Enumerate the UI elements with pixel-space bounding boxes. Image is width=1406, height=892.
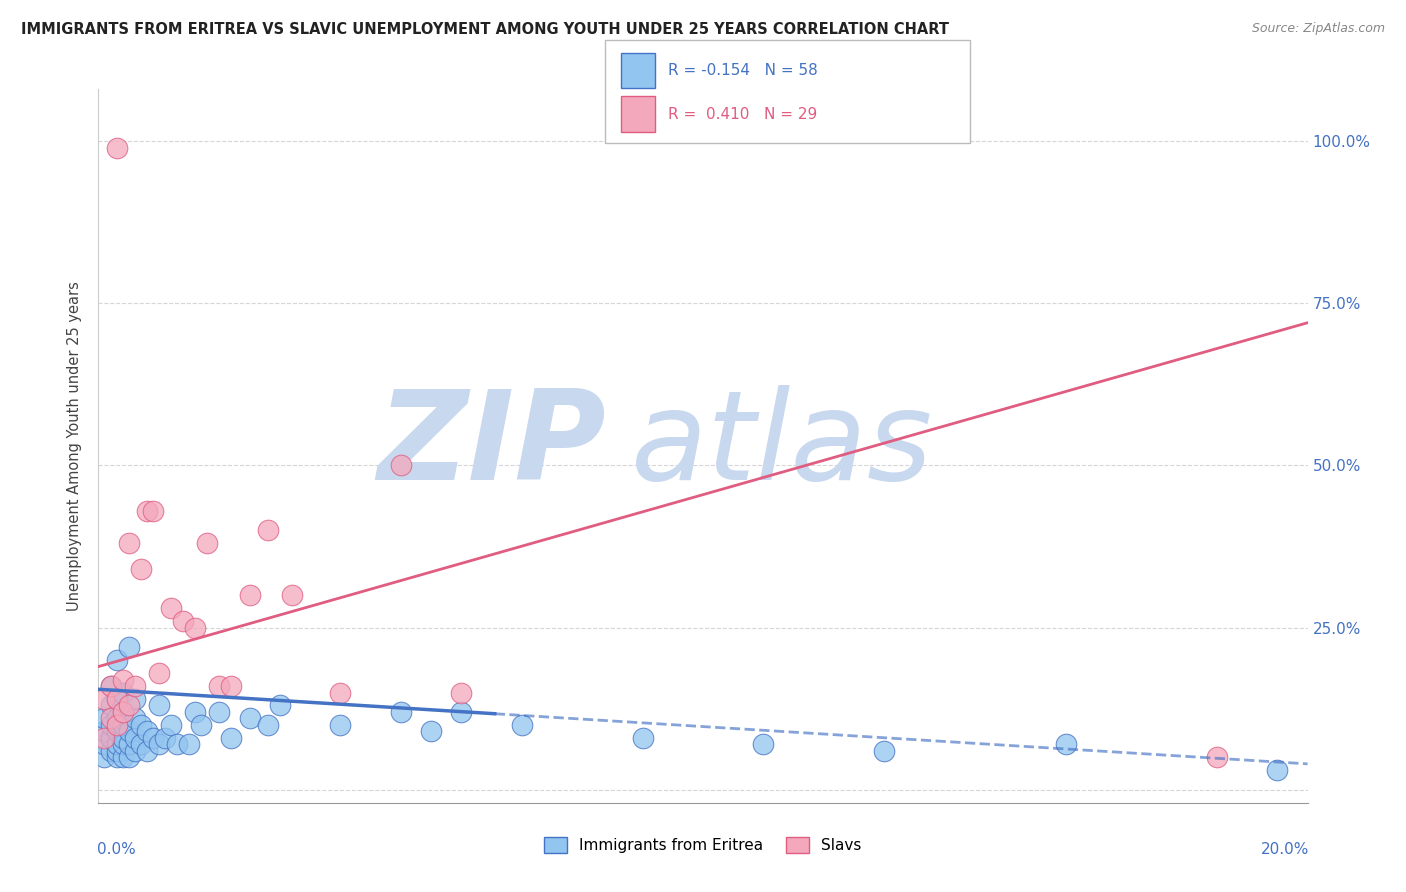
Point [221, 731, 243, 745]
Point [93, 731, 115, 745]
Point [1054, 738, 1077, 752]
Point [153, 731, 176, 745]
Point [93, 750, 115, 764]
Point [124, 744, 146, 758]
Point [105, 653, 128, 667]
Point [208, 679, 231, 693]
Point [389, 705, 412, 719]
Point [100, 731, 122, 745]
Point [118, 724, 141, 739]
Point [129, 738, 152, 752]
Text: 20.0%: 20.0% [1260, 842, 1309, 857]
Point [510, 718, 533, 732]
Point [111, 731, 134, 745]
Point [100, 679, 122, 693]
Point [118, 750, 141, 764]
Point [124, 731, 146, 745]
Text: 0.0%: 0.0% [97, 842, 136, 857]
Point [105, 750, 128, 764]
Point [118, 640, 141, 654]
Point [269, 698, 291, 713]
Point [135, 744, 157, 758]
Text: Source: ZipAtlas.com: Source: ZipAtlas.com [1251, 22, 1385, 36]
Point [135, 724, 157, 739]
Point [160, 718, 183, 732]
Point [142, 504, 165, 518]
Point [160, 601, 183, 615]
Point [631, 731, 654, 745]
Point [873, 744, 896, 758]
Point [129, 562, 152, 576]
Point [100, 711, 122, 725]
Point [450, 685, 472, 699]
Point [172, 614, 194, 628]
Point [256, 524, 278, 538]
Point [195, 536, 218, 550]
Point [1267, 764, 1289, 778]
Point [752, 738, 775, 752]
Point [389, 458, 412, 473]
Point [111, 705, 134, 719]
Point [208, 705, 231, 719]
Point [118, 536, 141, 550]
Point [111, 673, 134, 687]
Point [100, 698, 122, 713]
Point [93, 724, 115, 739]
Y-axis label: Unemployment Among Youth under 25 years: Unemployment Among Youth under 25 years [67, 281, 83, 611]
Point [239, 711, 262, 725]
Point [111, 705, 134, 719]
Point [329, 718, 352, 732]
Point [111, 750, 134, 764]
Point [148, 666, 170, 681]
Point [221, 679, 243, 693]
Text: R =  0.410   N = 29: R = 0.410 N = 29 [668, 107, 817, 121]
Point [148, 738, 170, 752]
Point [105, 711, 128, 725]
Point [111, 718, 134, 732]
Point [124, 692, 146, 706]
Point [111, 685, 134, 699]
Point [256, 718, 278, 732]
Point [105, 718, 128, 732]
Point [190, 718, 212, 732]
Point [124, 711, 146, 725]
Point [93, 738, 115, 752]
Point [100, 718, 122, 732]
Point [93, 711, 115, 725]
Legend: Immigrants from Eritrea, Slavs: Immigrants from Eritrea, Slavs [538, 831, 868, 859]
Point [124, 679, 146, 693]
Point [166, 738, 188, 752]
Point [179, 738, 201, 752]
Point [118, 698, 141, 713]
Text: IMMIGRANTS FROM ERITREA VS SLAVIC UNEMPLOYMENT AMONG YOUTH UNDER 25 YEARS CORREL: IMMIGRANTS FROM ERITREA VS SLAVIC UNEMPL… [21, 22, 949, 37]
Point [420, 724, 443, 739]
Point [100, 679, 122, 693]
Point [105, 744, 128, 758]
Text: ZIP: ZIP [378, 385, 606, 507]
Point [1206, 750, 1229, 764]
Point [129, 718, 152, 732]
Point [135, 504, 157, 518]
Point [184, 705, 207, 719]
Point [105, 140, 128, 154]
Point [100, 744, 122, 758]
Text: R = -0.154   N = 58: R = -0.154 N = 58 [668, 63, 818, 78]
Point [105, 738, 128, 752]
Point [105, 692, 128, 706]
Point [142, 731, 165, 745]
Point [118, 738, 141, 752]
Point [148, 698, 170, 713]
Point [281, 588, 304, 602]
Point [239, 588, 262, 602]
Point [184, 621, 207, 635]
Text: atlas: atlas [630, 385, 932, 507]
Point [111, 738, 134, 752]
Point [105, 724, 128, 739]
Point [329, 685, 352, 699]
Point [93, 692, 115, 706]
Point [105, 692, 128, 706]
Point [450, 705, 472, 719]
